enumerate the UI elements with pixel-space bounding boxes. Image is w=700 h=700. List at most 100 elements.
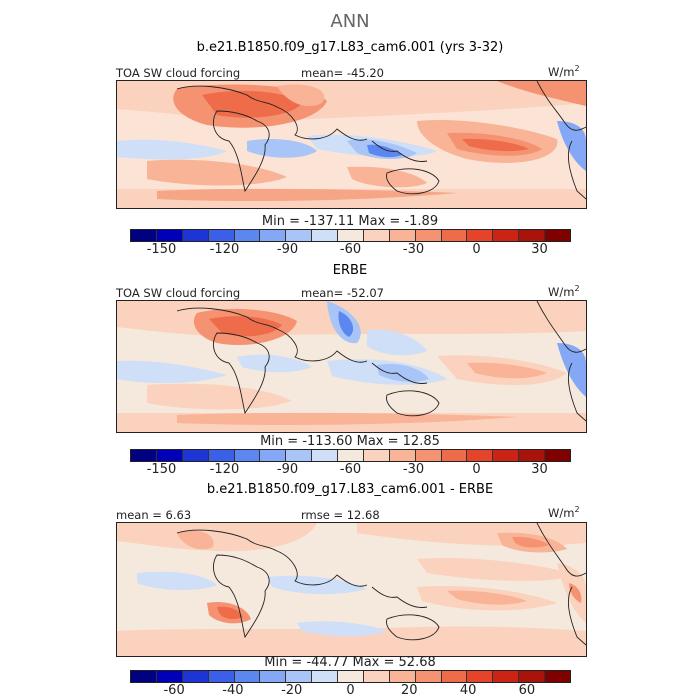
- field-region: [147, 383, 292, 410]
- field-region: [447, 590, 527, 605]
- colorbar-swatch: [260, 671, 287, 682]
- field-region: [557, 343, 586, 397]
- samerica-coast: [567, 362, 586, 422]
- colorbar-swatch: [338, 450, 364, 461]
- field-region: [157, 188, 457, 201]
- colorbar-swatch: [312, 230, 338, 241]
- field-region: [117, 360, 227, 384]
- australia-coast: [386, 614, 440, 641]
- panel2-field: [117, 301, 586, 432]
- colorbar-tick-label: -90: [276, 242, 299, 257]
- colorbar-tick-label: 60: [518, 683, 536, 698]
- panel3-mean-label: mean = 6.63: [116, 508, 192, 522]
- colorbar-swatch: [545, 671, 570, 682]
- colorbar-tick-label: 30: [531, 462, 548, 477]
- field-region: [557, 121, 586, 171]
- panel2-mean-label: mean= -52.07: [301, 286, 384, 300]
- field-region: [417, 557, 577, 581]
- colorbar-swatch: [467, 230, 494, 241]
- colorbar-tick-label: -20: [281, 683, 303, 698]
- panel1-colorbar-ticks: -150 -120 -90 -60 -30 0 30: [130, 242, 571, 257]
- panel3-units-exp: 2: [574, 505, 580, 514]
- colorbar-swatch: [441, 230, 468, 241]
- field-region: [202, 90, 302, 118]
- field-region: [117, 523, 317, 552]
- colorbar-tick-label: -90: [276, 462, 299, 477]
- panel1-mean-label: mean= -45.20: [301, 66, 384, 80]
- samerica-coast: [567, 586, 586, 646]
- colorbar-swatch: [519, 671, 545, 682]
- field-region: [467, 362, 547, 379]
- europe-coast: [176, 529, 278, 552]
- australia-coast: [386, 390, 440, 417]
- colorbar-swatch: [545, 230, 570, 241]
- colorbar-swatch: [131, 230, 157, 241]
- colorbar-swatch: [131, 671, 157, 682]
- panel1-units: W/m2: [548, 64, 580, 79]
- australia-coast: [386, 168, 440, 195]
- colorbar-swatch: [208, 671, 235, 682]
- seasia-coast: [371, 140, 428, 162]
- colorbar-swatch: [415, 450, 442, 461]
- colorbar-tick-label: -120: [209, 462, 240, 477]
- panel1-colorbar: [130, 229, 571, 242]
- colorbar-swatch: [363, 671, 390, 682]
- panel1-units-exp: 2: [574, 64, 580, 73]
- colorbar-swatch: [389, 450, 416, 461]
- colorbar-swatch: [156, 671, 183, 682]
- field-region: [237, 354, 312, 373]
- field-region: [297, 621, 387, 637]
- field-region: [338, 311, 354, 337]
- main-title: ANN: [330, 11, 370, 32]
- coastlines: [176, 523, 586, 646]
- colorbar-swatch: [182, 230, 209, 241]
- panel2-section-title: ERBE: [332, 263, 368, 278]
- field-region: [117, 139, 227, 160]
- field-region: [137, 571, 217, 591]
- colorbar-tick-label: -120: [209, 242, 240, 257]
- colorbar-swatch: [519, 450, 545, 461]
- panel1-minmax: Min = -137.11 Max = -1.89: [261, 214, 439, 229]
- seasia-coast: [371, 586, 428, 608]
- namerica-coast: [536, 301, 586, 353]
- panel2-colorbar: [130, 449, 571, 462]
- field-region: [497, 81, 586, 106]
- colorbar-tick-label: 0: [472, 462, 481, 477]
- panel1-variable-label: TOA SW cloud forcing: [116, 66, 241, 80]
- colorbar-swatch: [415, 230, 442, 241]
- colorbar-swatch: [363, 230, 390, 241]
- colorbar-swatch: [493, 230, 520, 241]
- namerica-coast: [536, 81, 586, 131]
- panel2-map: [116, 300, 587, 433]
- colorbar-swatch: [156, 230, 183, 241]
- colorbar-swatch: [338, 671, 364, 682]
- colorbar-swatch: [286, 450, 313, 461]
- colorbar-swatch: [286, 230, 313, 241]
- colorbar-tick-label: 20: [401, 683, 418, 698]
- colorbar-swatch: [312, 450, 338, 461]
- colorbar-swatch: [208, 450, 235, 461]
- africa-coast: [213, 554, 270, 639]
- panel1-units-base: W/m: [548, 64, 575, 79]
- colorbar-swatch: [260, 230, 287, 241]
- colorbar-swatch: [493, 450, 520, 461]
- asia-coast: [276, 106, 368, 141]
- subtitle: b.e21.B1850.f09_g17.L83_cam6.001 (yrs 3-…: [196, 40, 504, 55]
- field-region: [462, 138, 529, 152]
- samerica-coast: [567, 140, 586, 200]
- africa-coast: [213, 332, 270, 415]
- field-region: [117, 626, 586, 656]
- europe-coast: [176, 307, 278, 330]
- colorbar-swatch: [493, 671, 520, 682]
- coastlines: [176, 81, 586, 200]
- field-region: [217, 606, 243, 620]
- field-region: [367, 329, 427, 356]
- colorbar-tick-label: -40: [222, 683, 244, 698]
- panel3-units-base: W/m: [548, 505, 575, 520]
- coastlines: [176, 301, 586, 422]
- panel1-field: [117, 81, 586, 208]
- colorbar-swatch: [519, 230, 545, 241]
- panel3-map: [116, 522, 587, 657]
- colorbar-tick-label: 30: [531, 242, 548, 257]
- field-region: [177, 412, 517, 425]
